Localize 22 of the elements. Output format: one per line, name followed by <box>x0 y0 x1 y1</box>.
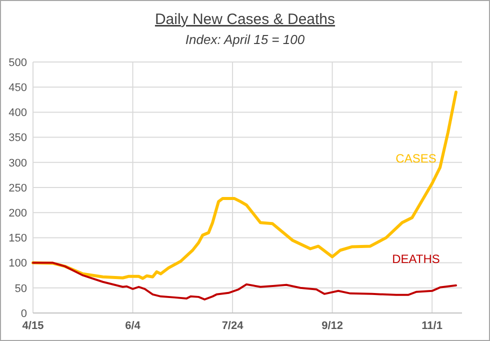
x-tick-label: 11/1 <box>422 320 442 332</box>
y-tick-label: 150 <box>8 232 27 245</box>
y-tick-label: 400 <box>8 107 27 120</box>
x-tick-label: 7/24 <box>222 320 244 332</box>
chart-subtitle: Index: April 15 = 100 <box>185 32 306 47</box>
x-tick-label: 4/15 <box>22 320 44 332</box>
x-tick-label: 6/4 <box>125 320 142 332</box>
y-tick-label: 350 <box>8 132 27 144</box>
chart-title: Daily New Cases & Deaths <box>154 11 336 28</box>
line-series <box>32 262 458 300</box>
y-tick-label: 450 <box>8 82 27 94</box>
y-tick-label: 100 <box>8 258 27 270</box>
y-tick-label: 300 <box>8 157 27 170</box>
x-tick-label: 9/12 <box>322 320 344 332</box>
y-tick-label: 50 <box>14 282 27 295</box>
y-tick-label: 250 <box>8 182 27 194</box>
series-label: CASES <box>396 151 436 166</box>
line-series <box>32 90 458 280</box>
series-label: DEATHS <box>392 252 440 266</box>
y-tick-label: 0 <box>20 308 27 320</box>
y-tick-label: 200 <box>8 207 27 220</box>
y-tick-label: 500 <box>8 56 27 69</box>
